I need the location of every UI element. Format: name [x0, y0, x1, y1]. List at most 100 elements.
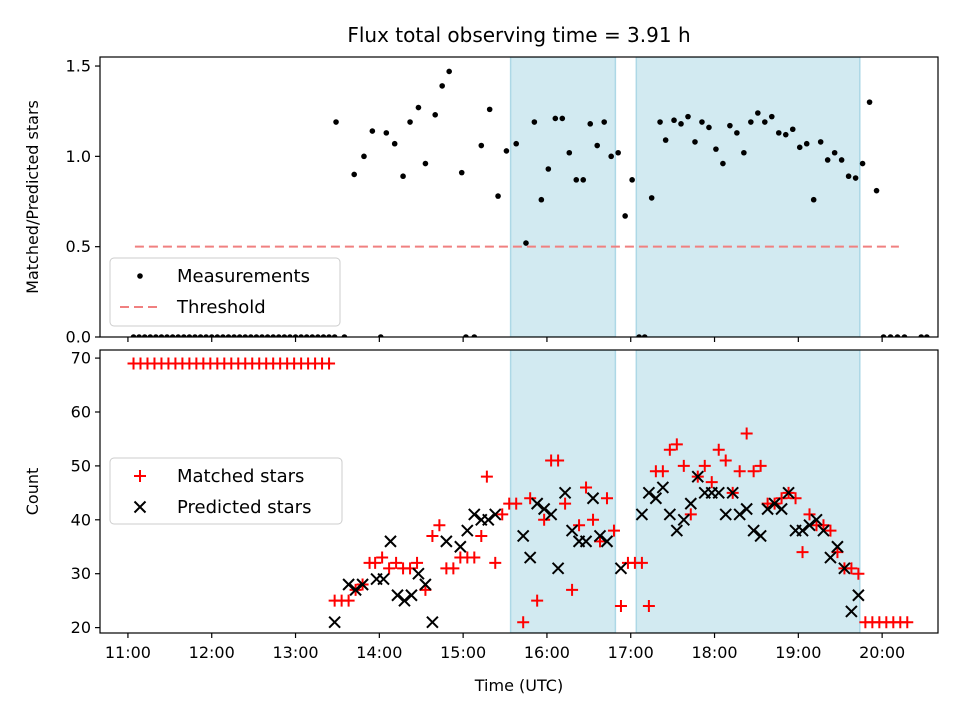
legend-box	[109, 257, 341, 327]
x-tick-label: 18:00	[691, 643, 737, 662]
data-point	[614, 600, 627, 613]
data-point	[411, 556, 424, 569]
legend-label: Threshold	[176, 297, 266, 318]
data-point	[594, 142, 601, 149]
data-point	[398, 594, 411, 607]
data-point	[662, 137, 669, 143]
data-point	[537, 502, 551, 516]
x-tick-label: 11:00	[105, 643, 151, 662]
data-point	[685, 113, 691, 120]
data-point	[231, 334, 237, 337]
data-point	[253, 334, 260, 337]
data-point	[197, 334, 204, 337]
data-point	[153, 334, 159, 337]
data-point	[422, 160, 429, 167]
data-point	[496, 508, 509, 521]
data-point	[924, 334, 930, 337]
data-point	[361, 153, 367, 160]
data-point	[513, 140, 520, 147]
data-point	[670, 438, 683, 451]
data-point	[400, 173, 406, 180]
data-point	[475, 529, 488, 542]
data-point	[600, 492, 613, 505]
data-point	[203, 334, 209, 337]
data-point	[580, 177, 587, 183]
data-point	[593, 529, 607, 543]
x-axis-label: Time (UTC)	[474, 676, 563, 695]
bottom-panel: 20 30 40 50 60 70 11:00 12:00 13:00 14:00 15:00 16:…	[23, 349, 939, 695]
data-point	[615, 149, 621, 156]
data-point	[405, 589, 418, 602]
data-point	[323, 357, 336, 370]
x-tick-label: 14:00	[356, 643, 402, 662]
data-point	[663, 443, 676, 456]
data-point	[341, 334, 348, 337]
data-point	[607, 524, 620, 537]
data-point	[789, 492, 802, 505]
data-point	[510, 497, 523, 510]
data-point	[559, 497, 572, 510]
data-point	[384, 535, 397, 548]
plot-area	[127, 350, 914, 633]
data-point	[538, 513, 551, 526]
data-point	[719, 454, 732, 467]
data-point	[678, 121, 684, 127]
data-point	[699, 119, 705, 125]
data-point	[656, 481, 670, 494]
data-point	[601, 119, 607, 125]
data-point	[901, 616, 914, 629]
data-point	[552, 115, 559, 122]
data-point	[468, 551, 481, 564]
observing-window-1	[635, 57, 861, 337]
data-point	[754, 459, 767, 472]
data-point	[810, 513, 823, 527]
data-point	[419, 578, 432, 591]
data-point	[677, 459, 690, 472]
y-tick-label: 40	[71, 510, 91, 529]
y-tick-label: 0.0	[66, 328, 91, 347]
data-point	[768, 113, 775, 120]
data-point	[803, 518, 816, 532]
data-point	[824, 524, 837, 537]
data-point	[287, 334, 293, 337]
data-point	[748, 119, 754, 125]
data-point	[326, 334, 332, 337]
x-tick-label: 20:00	[859, 643, 905, 662]
data-point	[426, 616, 439, 629]
data-point	[440, 535, 453, 548]
data-point	[600, 535, 614, 548]
data-point	[775, 492, 788, 505]
data-point	[691, 470, 704, 483]
data-point	[719, 508, 732, 521]
data-point	[741, 149, 747, 156]
data-point	[573, 519, 586, 532]
data-point	[478, 142, 485, 149]
data-point	[657, 119, 663, 125]
data-point	[852, 589, 865, 602]
data-point	[768, 497, 781, 510]
data-point	[383, 130, 390, 136]
legend: Matched stars Predicted stars	[109, 457, 343, 525]
data-point	[531, 594, 544, 607]
data-point	[880, 334, 887, 337]
data-point	[328, 616, 341, 629]
data-point	[192, 334, 198, 337]
data-point	[565, 524, 579, 537]
legend: Measurements Threshold	[109, 257, 341, 327]
data-point	[775, 130, 782, 136]
data-point	[894, 334, 901, 337]
data-point	[635, 508, 649, 521]
data-point	[579, 535, 593, 548]
y-tick-label: 1.5	[66, 57, 91, 76]
axes-frame	[99, 56, 939, 338]
data-point	[622, 213, 628, 219]
legend-marker	[137, 273, 143, 279]
axes-frame	[99, 349, 939, 634]
data-point	[426, 529, 439, 542]
data-point	[369, 556, 382, 569]
data-point	[433, 519, 446, 532]
data-point	[236, 334, 243, 337]
chart-title: Flux total observing time = 3.91 h	[347, 23, 690, 47]
data-point	[147, 334, 154, 337]
data-point	[544, 508, 558, 521]
